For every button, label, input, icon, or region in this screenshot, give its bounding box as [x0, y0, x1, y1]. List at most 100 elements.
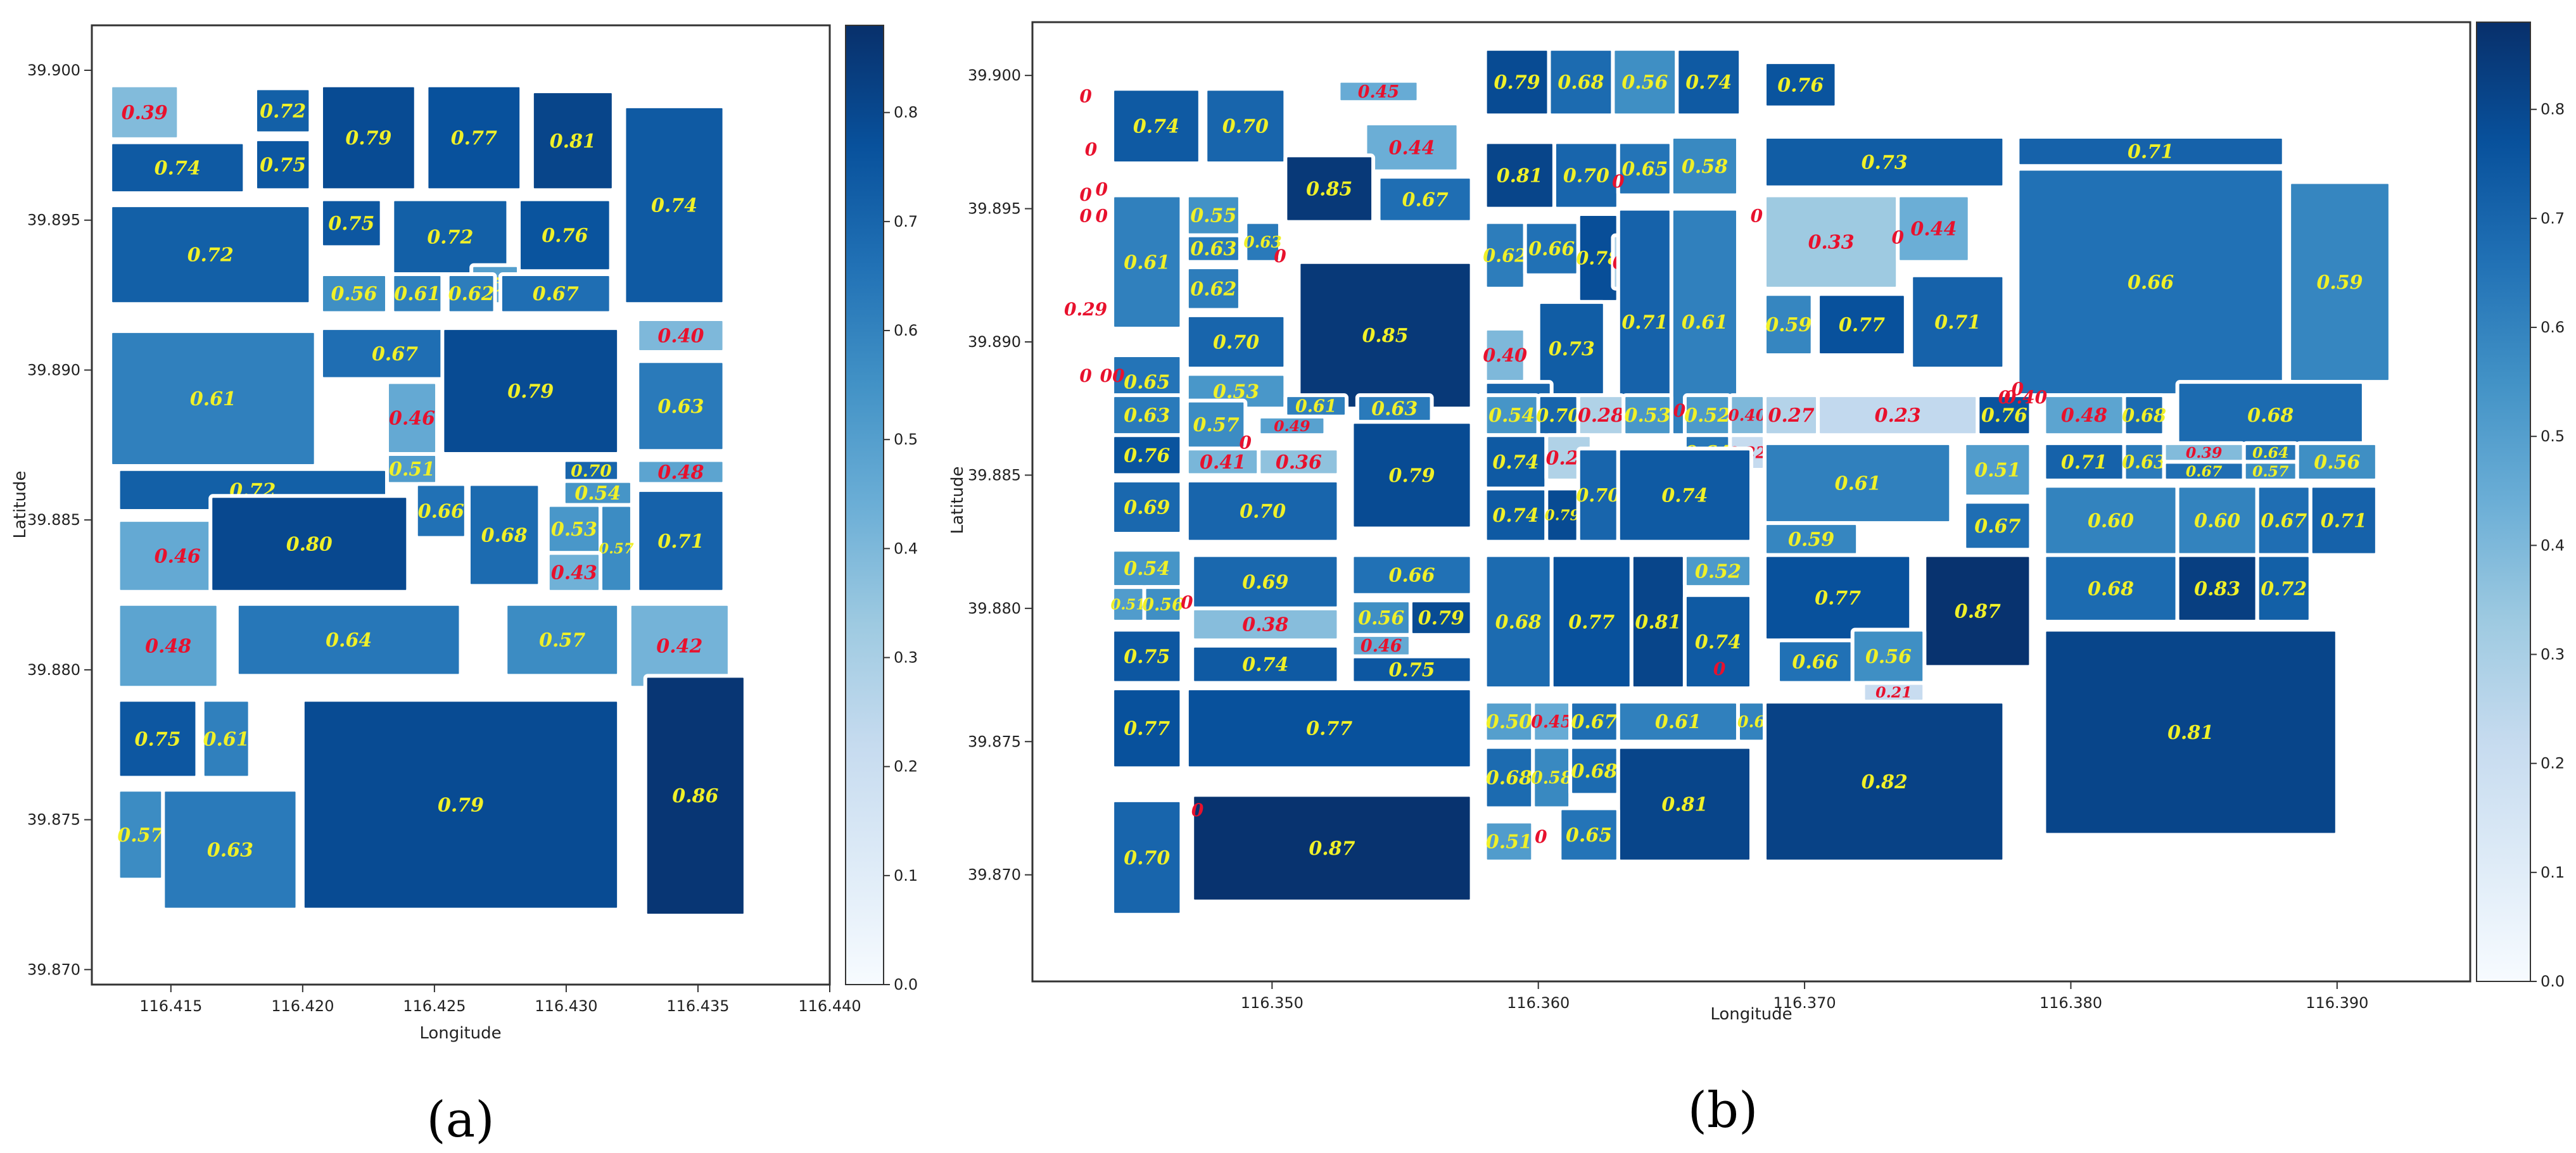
block-value-b-127: 0.70 — [1124, 847, 1170, 869]
block-value-a-30: 0.46 — [155, 545, 201, 567]
block-value-a-4: 0.79 — [345, 127, 391, 149]
blocks-a: 0.39 0.74 0.72 0.75 0.79 0.77 0.81 0.74 0.72 0.75… — [108, 83, 747, 918]
block-value-a-37: 0.64 — [326, 629, 372, 652]
blocks-b: 0.74 0.70 0.45 0.79 0.68 0.56 0.74 0.76 0.44 0.85… — [1110, 47, 2392, 917]
colorbar-b: 0.0 0.1 0.2 0.3 0.4 0.5 0.6 0.7 0.8 — [2476, 22, 2565, 990]
block-b-20 — [1110, 193, 1184, 331]
block-value-b-107: 0.66 — [1792, 652, 1838, 674]
block-value-b-36: 0.44 — [1910, 218, 1957, 241]
extra-label-b-4: 0 — [1079, 206, 1092, 227]
block-b-129 — [1483, 819, 1535, 864]
block-a-41 — [200, 698, 252, 780]
colorbar-tick-label-a-8: 0.8 — [894, 104, 918, 122]
block-value-b-70: 0.51 — [1974, 460, 2021, 482]
block-value-b-72: 0.63 — [2122, 451, 2166, 472]
y-tick-label-b-3: 39.885 — [968, 466, 1021, 484]
block-b-103 — [1682, 553, 1754, 589]
block-b-7 — [1763, 60, 1839, 110]
block-value-a-15: 0.62 — [448, 283, 495, 305]
y-tick-label-a-3: 39.885 — [27, 511, 80, 529]
block-value-b-125: 0.68 — [1571, 760, 1617, 783]
block-b-38 — [1816, 292, 1908, 358]
block-value-b-103: 0.52 — [1695, 560, 1741, 583]
block-value-b-2: 0.45 — [1358, 82, 1400, 102]
block-value-b-123: 0.68 — [1486, 767, 1532, 790]
block-value-b-90: 0.56 — [1142, 595, 1183, 615]
y-tick-label-b-2: 39.880 — [968, 600, 1021, 617]
x-tick-label-a-5: 116.440 — [798, 997, 861, 1015]
block-value-b-65: 0.74 — [1492, 451, 1539, 474]
block-value-b-43: 0.57 — [1193, 414, 1240, 436]
block-value-b-30: 0.71 — [1621, 312, 1668, 334]
y-tick-label-a-5: 39.895 — [27, 211, 80, 229]
extra-label-b-15: 0 — [1998, 387, 2011, 408]
block-value-b-114: 0.77 — [1306, 718, 1352, 740]
block-a-26 — [466, 482, 542, 588]
block-value-a-14: 0.61 — [394, 283, 440, 305]
block-b-77 — [2295, 441, 2379, 482]
block-value-b-16: 0.71 — [2128, 141, 2174, 163]
block-value-b-48: 0.41 — [1200, 451, 1246, 474]
block-value-a-31: 0.80 — [286, 534, 333, 556]
colorbar-tick-label-a-2: 0.2 — [894, 758, 918, 776]
block-value-b-88: 0.54 — [1124, 558, 1170, 580]
block-value-b-26: 0.62 — [1483, 244, 1527, 266]
block-value-b-51: 0.69 — [1124, 496, 1170, 519]
block-value-a-9: 0.75 — [328, 213, 374, 235]
block-value-a-26: 0.68 — [481, 524, 528, 546]
block-value-b-71: 0.71 — [2061, 451, 2107, 474]
colorbar-ticks-a: 0.0 0.1 0.2 0.3 0.4 0.5 0.6 0.7 0.8 — [884, 104, 918, 993]
block-a-37 — [234, 602, 463, 678]
block-value-a-1: 0.74 — [155, 157, 201, 179]
block-b-19 — [1243, 220, 1282, 264]
extra-label-b-5: 0 — [1096, 206, 1108, 227]
block-value-b-63: 0.68 — [2122, 405, 2166, 426]
block-value-b-44: 0.61 — [1295, 396, 1337, 416]
y-tick-label-a-0: 39.870 — [27, 961, 80, 978]
block-a-38 — [504, 602, 621, 678]
block-a-6 — [530, 89, 616, 192]
block-value-a-17: 0.40 — [657, 325, 704, 348]
block-value-b-7: 0.76 — [1777, 74, 1824, 96]
block-a-4 — [319, 83, 418, 192]
block-b-36 — [1896, 193, 1972, 264]
block-value-b-60: 0.23 — [1875, 405, 1921, 427]
block-b-97 — [1110, 627, 1184, 685]
block-value-a-32: 0.53 — [551, 519, 597, 541]
block-value-b-94: 0.56 — [1358, 607, 1404, 629]
block-b-0 — [1110, 87, 1202, 166]
y-tick-label-a-1: 39.875 — [27, 811, 80, 829]
block-value-b-110: 0.68 — [2088, 578, 2134, 600]
block-value-a-42: 0.57 — [117, 824, 163, 847]
axis-ticks-a: 116.415 116.420 116.425 116.430 116.435 116.4… — [27, 61, 861, 1015]
block-a-36 — [116, 602, 220, 690]
block-value-b-83: 0.67 — [1974, 515, 2021, 538]
block-value-b-47: 0.76 — [1124, 444, 1170, 467]
block-value-b-40: 0.66 — [2128, 272, 2174, 294]
block-a-12 — [517, 197, 613, 274]
extra-label-b-19: 0 — [1713, 658, 1726, 679]
block-a-15 — [445, 272, 497, 315]
y-tick-label-b-6: 39.900 — [968, 66, 1021, 84]
block-value-b-50: 0.79 — [1388, 465, 1435, 487]
block-b-22 — [1184, 313, 1288, 371]
panel-b: 0.74 0.700.45 0.79 0.68 0.56 0.74 0.760.440.85… — [948, 21, 2565, 1139]
block-value-b-100: 0.68 — [1495, 611, 1542, 633]
x-axis-label-b: Longitude — [1710, 1005, 1792, 1024]
block-b-51 — [1110, 478, 1184, 536]
block-value-b-21: 0.62 — [1190, 278, 1236, 300]
block-value-b-122: 0.81 — [2167, 722, 2214, 744]
block-b-37 — [1763, 292, 1815, 358]
block-value-a-45: 0.86 — [672, 785, 718, 807]
block-b-8 — [1363, 121, 1461, 173]
block-a-5 — [424, 83, 524, 192]
block-value-a-12: 0.76 — [542, 225, 588, 247]
colorbar-tick-label-a-4: 0.4 — [894, 539, 918, 557]
block-a-43 — [161, 788, 300, 912]
block-value-a-20: 0.46 — [389, 408, 435, 430]
y-axis-label-b: Latitude — [948, 466, 967, 534]
block-b-83 — [1962, 500, 2033, 552]
block-value-a-33: 0.57 — [599, 541, 633, 557]
colorbar-tick-label-a-3: 0.3 — [894, 649, 918, 667]
